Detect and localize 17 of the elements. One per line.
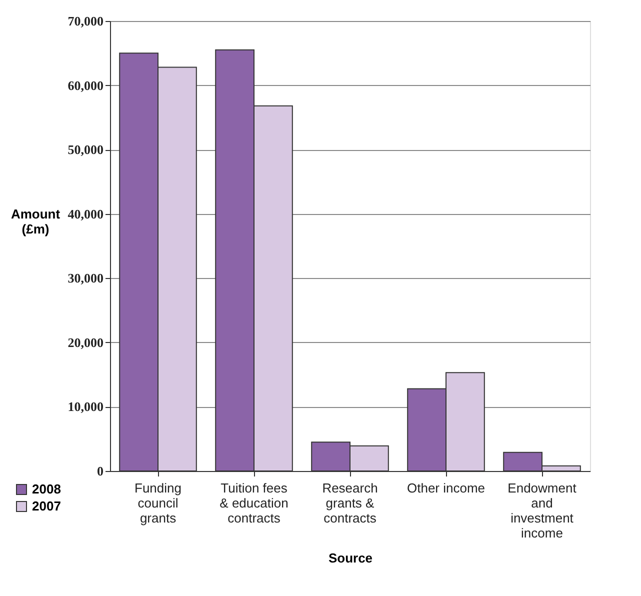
- legend-label: 2008: [32, 482, 61, 496]
- y-tick-label: 70,000: [68, 14, 104, 28]
- x-tick-label: Endowment and investment income: [508, 480, 577, 540]
- x-tick-label: Funding council grants: [134, 480, 182, 526]
- y-tick-label: 10,000: [68, 399, 104, 414]
- x-axis-title: Source: [328, 550, 373, 566]
- y-tick-label: 0: [97, 464, 104, 478]
- x-tick-label: Research grants & contracts: [322, 480, 378, 526]
- legend-label: 2007: [32, 498, 61, 514]
- y-axis-title: Amount (£m): [10, 206, 61, 236]
- y-tick-label: 30,000: [68, 270, 104, 286]
- y-tick-label: 20,000: [68, 334, 104, 350]
- x-tick-label: Other income: [406, 480, 486, 496]
- y-tick-label: 50,000: [68, 142, 104, 158]
- y-tick-label: 60,000: [68, 78, 104, 93]
- y-tick-label: 40,000: [68, 206, 104, 222]
- x-tick-label: Tuition fees & education contracts: [220, 480, 288, 526]
